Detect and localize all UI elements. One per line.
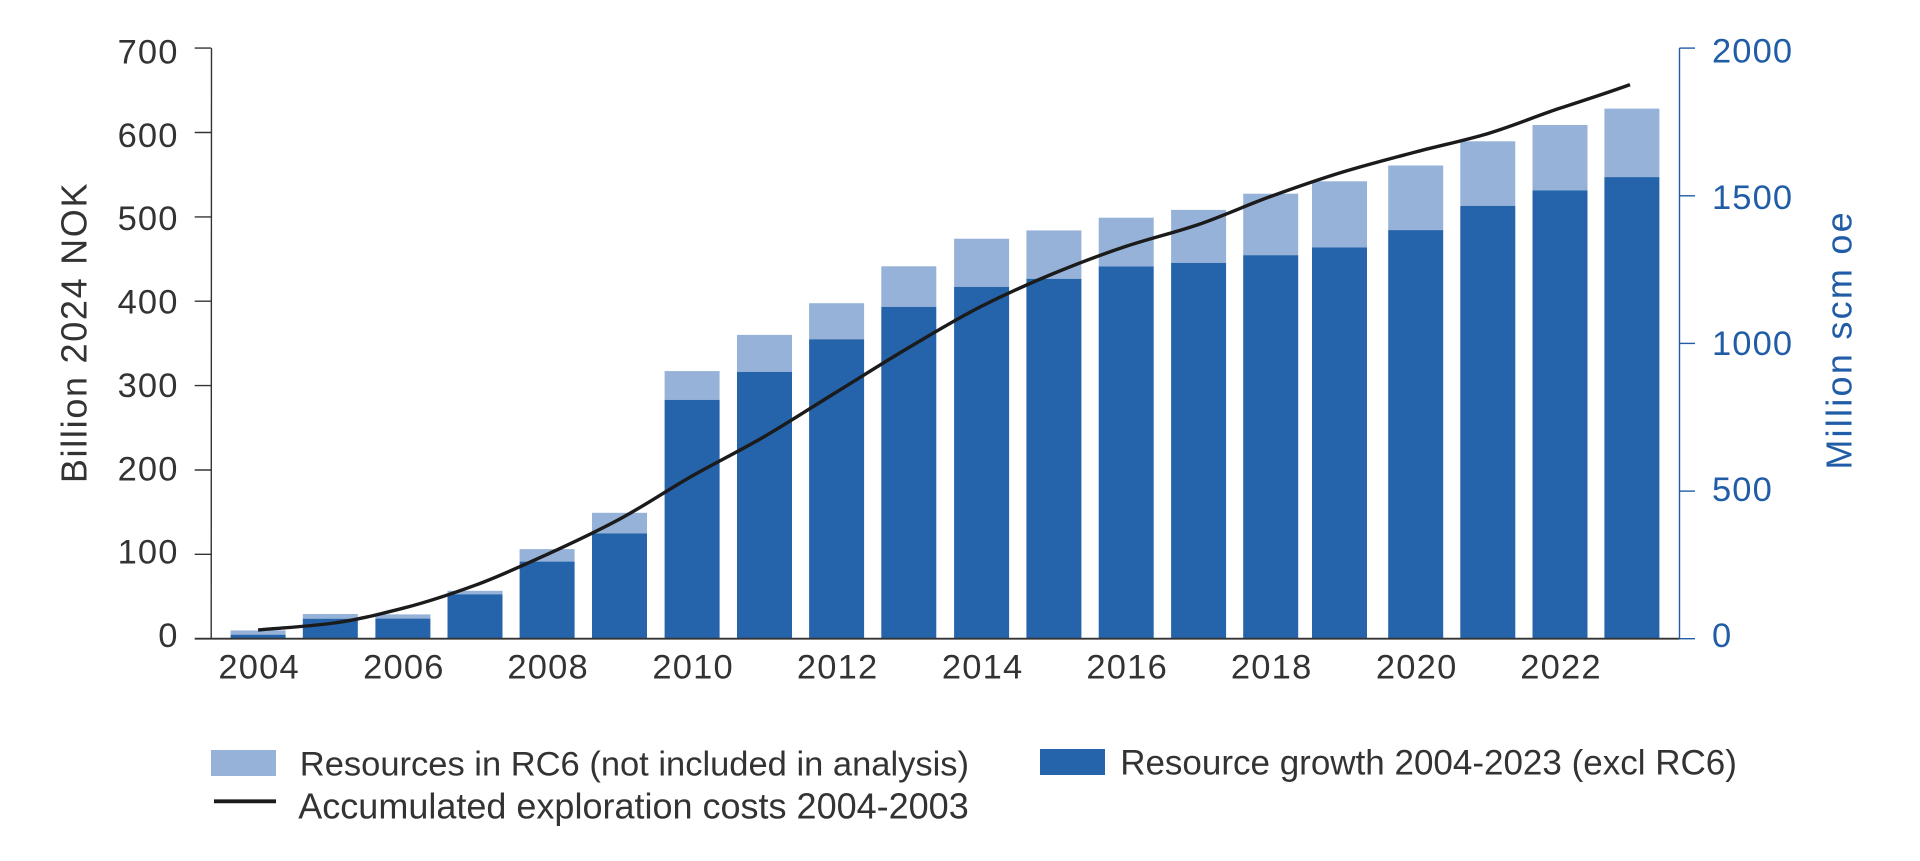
- svg-text:Billion 2024 NOK: Billion 2024 NOK: [54, 182, 95, 483]
- svg-text:Resource growth 2004-2023 (exc: Resource growth 2004-2023 (excl RC6): [1120, 744, 1737, 783]
- svg-text:2014: 2014: [942, 648, 1024, 686]
- svg-text:2004: 2004: [218, 648, 300, 686]
- svg-text:2006: 2006: [363, 648, 445, 686]
- svg-text:2016: 2016: [1086, 648, 1168, 686]
- svg-text:300: 300: [118, 367, 179, 405]
- svg-text:Accumulated exploration costs: Accumulated exploration costs 2004-2003: [298, 786, 968, 827]
- svg-text:Resources in RC6 (not included: Resources in RC6 (not included in analys…: [300, 746, 969, 784]
- svg-text:200: 200: [118, 450, 179, 488]
- svg-text:2012: 2012: [797, 648, 879, 686]
- svg-text:1500: 1500: [1712, 179, 1793, 217]
- svg-text:2018: 2018: [1231, 648, 1313, 686]
- svg-text:1000: 1000: [1712, 325, 1793, 363]
- svg-text:0: 0: [158, 617, 178, 655]
- svg-text:0: 0: [1712, 617, 1732, 655]
- svg-text:100: 100: [118, 534, 179, 572]
- svg-text:2022: 2022: [1520, 648, 1602, 686]
- svg-text:500: 500: [118, 200, 179, 238]
- svg-text:400: 400: [118, 284, 179, 322]
- svg-text:2010: 2010: [652, 648, 734, 686]
- svg-text:2020: 2020: [1376, 648, 1458, 686]
- svg-text:600: 600: [118, 117, 179, 155]
- svg-text:2008: 2008: [507, 648, 589, 686]
- svg-text:700: 700: [118, 33, 179, 71]
- svg-text:500: 500: [1712, 471, 1773, 509]
- svg-text:Million scm oe: Million scm oe: [1819, 210, 1860, 470]
- svg-text:2000: 2000: [1712, 33, 1793, 71]
